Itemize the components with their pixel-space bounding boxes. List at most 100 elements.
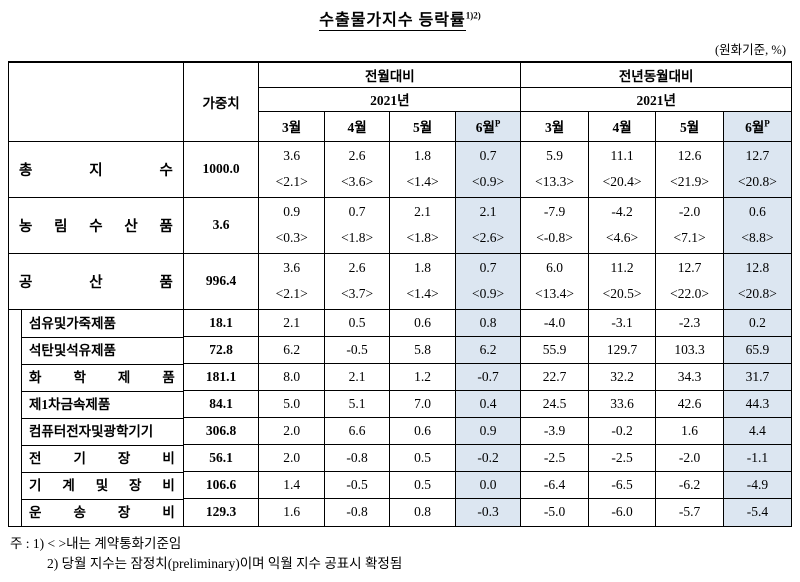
- data-cell: -0.5: [323, 336, 391, 364]
- data-cell: 0.5: [323, 308, 391, 337]
- index-change-value: 0.7: [479, 148, 497, 163]
- data-cell: 1.6: [655, 417, 724, 445]
- data-cell: 0.7 <1.8>: [323, 196, 391, 254]
- index-change-value: 2.1: [414, 204, 432, 219]
- data-cell: -5.7: [655, 498, 724, 526]
- data-cell: -5.0: [520, 498, 589, 526]
- data-cell: 0.6 <8.8>: [722, 196, 791, 254]
- weight-value: 181.1: [182, 363, 260, 391]
- price-index-table-frame: 가중치 전월대비 전년동월대비 2021년 2021년 3월 4월 5월 6월P…: [8, 61, 792, 527]
- row-label: 화 학 제 품: [9, 363, 184, 391]
- data-cell: 1.6: [258, 498, 325, 526]
- index-change-value: 11.1: [610, 148, 634, 163]
- data-cell: -4.2 <4.6>: [587, 196, 657, 254]
- data-cell: 6.0 <13.4>: [520, 252, 589, 310]
- index-change-value: 3.6: [283, 260, 301, 275]
- contract-currency-value: <0.3>: [275, 230, 308, 245]
- data-cell: 5.9 <13.3>: [520, 140, 589, 198]
- title-footnote-marks: 1)2): [465, 10, 481, 21]
- index-change-value: 2.1: [479, 204, 497, 219]
- weight-value: 56.1: [182, 444, 260, 472]
- weight-value: 306.8: [182, 417, 260, 445]
- unit-note: (원화기준, %): [715, 43, 786, 57]
- table-header: 가중치 전월대비 전년동월대비 2021년 2021년 3월 4월 5월 6월P…: [9, 63, 791, 142]
- data-cell: -0.7: [454, 363, 522, 391]
- data-cell: -0.3: [454, 498, 522, 526]
- data-cell: 5.8: [389, 336, 456, 364]
- contract-currency-value: <20.8>: [737, 174, 777, 189]
- data-cell: -2.5: [520, 444, 589, 472]
- data-cell: 0.9: [454, 417, 522, 445]
- table-row-sub: 운 송 장 비 129.3 1.6 -0.8 0.8 -0.3 -5.0 -6.0 -5.7 -5…: [9, 498, 791, 526]
- index-change-value: 5.9: [546, 148, 564, 163]
- data-cell: 8.0: [258, 363, 325, 391]
- data-cell: 34.3: [655, 363, 724, 391]
- data-cell: -2.5: [587, 444, 657, 472]
- data-cell: -2.0 <7.1>: [655, 196, 724, 254]
- group-header-row: 가중치 전월대비 전년동월대비: [9, 63, 791, 142]
- row-label: 농 림 수 산 품: [9, 196, 184, 254]
- contract-currency-value: <13.3>: [535, 174, 574, 189]
- contract-currency-value: <1.8>: [406, 230, 439, 245]
- data-cell: 1.8 <1.4>: [389, 140, 456, 198]
- data-cell: 0.5: [389, 444, 456, 472]
- table-row-sub: 제1차금속제품 84.1 5.0 5.1 7.0 0.4 24.5 33.6 42.6 44.3: [9, 390, 791, 418]
- price-index-table: 가중치 전월대비 전년동월대비 2021년 2021년 3월 4월 5월 6월P…: [9, 63, 791, 526]
- contract-currency-value: <2.1>: [275, 174, 308, 189]
- month-header: 4월: [587, 110, 657, 142]
- month-header: 3월: [258, 110, 325, 142]
- data-cell: 3.6 <2.1>: [258, 140, 325, 198]
- contract-currency-value: <4.6>: [606, 230, 639, 245]
- data-cell: -6.4: [520, 471, 589, 499]
- data-cell: 129.7: [587, 336, 657, 364]
- index-change-value: 12.7: [745, 148, 770, 163]
- contract-currency-value: <20.4>: [602, 174, 642, 189]
- data-cell: 33.6: [587, 390, 657, 418]
- data-cell: 11.2 <20.5>: [587, 252, 657, 310]
- data-cell: -2.3: [655, 308, 724, 337]
- row-label: 컴퓨터전자및광학기기: [9, 417, 184, 445]
- row-label: 석탄및석유제품: [9, 336, 184, 364]
- index-change-value: 0.9: [283, 204, 301, 219]
- table-row-main: 총 지 수 1000.0 3.6 <2.1> 2.6 <3.6> 1.8 <1.4> 0.7 <0…: [9, 140, 791, 198]
- table-row-sub: 화 학 제 품 181.1 8.0 2.1 1.2 -0.7 22.7 32.2 34.3 31.…: [9, 363, 791, 391]
- index-change-value: 6.0: [546, 260, 564, 275]
- data-cell: -0.2: [454, 444, 522, 472]
- data-cell: 6.2: [258, 336, 325, 364]
- weight-value: 996.4: [182, 252, 260, 310]
- row-label: 운 송 장 비: [9, 498, 184, 526]
- month-header-row: 3월 4월 5월 6월P 3월 4월 5월 6월P: [9, 110, 791, 142]
- contract-currency-value: <3.7>: [341, 286, 374, 301]
- month-header: 5월: [389, 110, 456, 142]
- data-cell: 0.5: [389, 471, 456, 499]
- data-cell: -3.1: [587, 308, 657, 337]
- data-cell: -6.2: [655, 471, 724, 499]
- index-change-value: 0.7: [479, 260, 497, 275]
- data-cell: -2.0: [655, 444, 724, 472]
- row-label: 총 지 수: [9, 140, 184, 198]
- index-change-value: 2.6: [348, 260, 366, 275]
- contract-currency-value: <-0.8>: [536, 230, 573, 245]
- month-header: 5월: [655, 110, 724, 142]
- data-cell: -0.8: [323, 444, 391, 472]
- row-label: 공 산 품: [9, 252, 184, 310]
- row-label: 전 기 장 비: [9, 444, 184, 472]
- data-cell: 24.5: [520, 390, 589, 418]
- data-cell: 44.3: [722, 390, 791, 418]
- data-cell: 0.8: [454, 308, 522, 337]
- contract-currency-value: <0.9>: [472, 174, 505, 189]
- data-cell: 5.0: [258, 390, 325, 418]
- data-cell: 0.6: [389, 417, 456, 445]
- data-cell: -4.0: [520, 308, 589, 337]
- index-change-value: 12.7: [677, 260, 702, 275]
- contract-currency-value: <2.6>: [472, 230, 505, 245]
- month-header: 4월: [323, 110, 391, 142]
- footnote-1: 주 : 1) < >내는 계약통화기준임: [10, 535, 182, 551]
- data-cell: 2.1 <2.6>: [454, 196, 522, 254]
- weight-value: 18.1: [182, 308, 260, 337]
- month-header: 3월: [520, 110, 589, 142]
- month-header-provisional: 6월P: [722, 110, 791, 142]
- index-change-value: -7.9: [543, 204, 566, 219]
- year-header-yoy: 2021년: [520, 86, 791, 112]
